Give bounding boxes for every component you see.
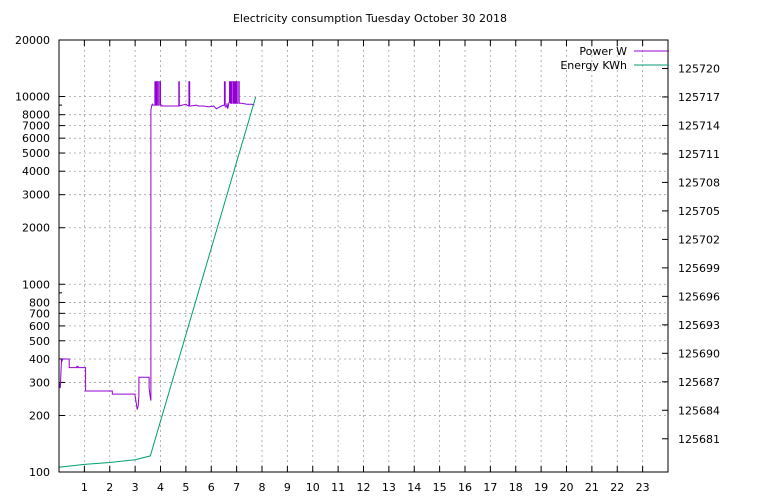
x-tick-label: 22	[610, 481, 624, 494]
ticks: 1 2 3 4 5 6 7 8 9 10 11 12 13 14 15 16 17 18 19 20 21 22 23100…	[15, 34, 720, 494]
y-right-tick-label: 125687	[678, 376, 720, 389]
x-tick-label: 4	[157, 481, 164, 494]
y-right-tick-label: 125693	[678, 319, 720, 332]
y-left-tick-label: 100	[29, 466, 50, 479]
x-tick-label: 2	[106, 481, 113, 494]
x-tick-label: 10	[306, 481, 320, 494]
legend-label: Power W	[579, 45, 627, 58]
y-left-tick-label: 6000	[22, 132, 50, 145]
x-tick-label: 7	[233, 481, 240, 494]
y-right-tick-label: 125681	[678, 433, 720, 446]
x-tick-label: 12	[357, 481, 371, 494]
y-left-tick-label: 800	[29, 296, 50, 309]
legend-label: Energy KWh	[560, 59, 627, 72]
y-left-tick-label: 8000	[22, 109, 50, 122]
y-right-tick-label: 125690	[678, 347, 720, 360]
x-tick-label: 13	[382, 481, 396, 494]
power-series-line	[58, 81, 255, 410]
x-tick-label: 17	[483, 481, 497, 494]
x-tick-label: 15	[433, 481, 447, 494]
x-tick-label: 8	[259, 481, 266, 494]
y-right-tick-label: 125696	[678, 290, 720, 303]
y-left-tick-label: 10000	[15, 91, 50, 104]
x-tick-label: 18	[509, 481, 523, 494]
y-left-tick-label: 5000	[22, 147, 50, 160]
x-tick-label: 20	[560, 481, 574, 494]
y-left-tick-label: 3000	[22, 189, 50, 202]
x-tick-label: 19	[534, 481, 548, 494]
y-left-tick-label: 600	[29, 320, 50, 333]
y-left-tick-label: 700	[29, 307, 50, 320]
y-right-tick-label: 125717	[678, 91, 720, 104]
y-left-tick-label: 500	[29, 335, 50, 348]
y-left-tick-label: 200	[29, 409, 50, 422]
grid	[59, 39, 668, 473]
y-left-tick-label: 20000	[15, 34, 50, 47]
x-tick-label: 16	[458, 481, 472, 494]
x-tick-label: 3	[132, 481, 139, 494]
y-right-tick-label: 125699	[678, 262, 720, 275]
chart-title: Electricity consumption Tuesday October …	[233, 12, 507, 25]
x-tick-label: 5	[182, 481, 189, 494]
plot-frame	[58, 39, 669, 473]
x-tick-label: 14	[407, 481, 421, 494]
x-tick-label: 6	[208, 481, 215, 494]
y-right-tick-label: 125684	[678, 404, 720, 417]
y-right-tick-label: 125711	[678, 148, 720, 161]
energy-series-line	[58, 96, 257, 468]
x-tick-label: 1	[81, 481, 88, 494]
x-tick-label: 23	[636, 481, 650, 494]
x-tick-label: 9	[284, 481, 291, 494]
y-left-tick-label: 1000	[22, 278, 50, 291]
y-left-tick-label: 7000	[22, 120, 50, 133]
y-left-tick-label: 300	[29, 376, 50, 389]
y-right-tick-label: 125714	[678, 119, 720, 132]
series-layer	[58, 81, 257, 468]
y-left-tick-label: 2000	[22, 222, 50, 235]
y-right-tick-label: 125720	[678, 62, 720, 75]
y-right-tick-label: 125702	[678, 233, 720, 246]
y-right-tick-label: 125708	[678, 176, 720, 189]
y-right-tick-label: 125705	[678, 205, 720, 218]
x-tick-label: 21	[585, 481, 599, 494]
y-left-tick-label: 4000	[22, 165, 50, 178]
x-tick-label: 11	[331, 481, 345, 494]
y-left-tick-label: 400	[29, 353, 50, 366]
